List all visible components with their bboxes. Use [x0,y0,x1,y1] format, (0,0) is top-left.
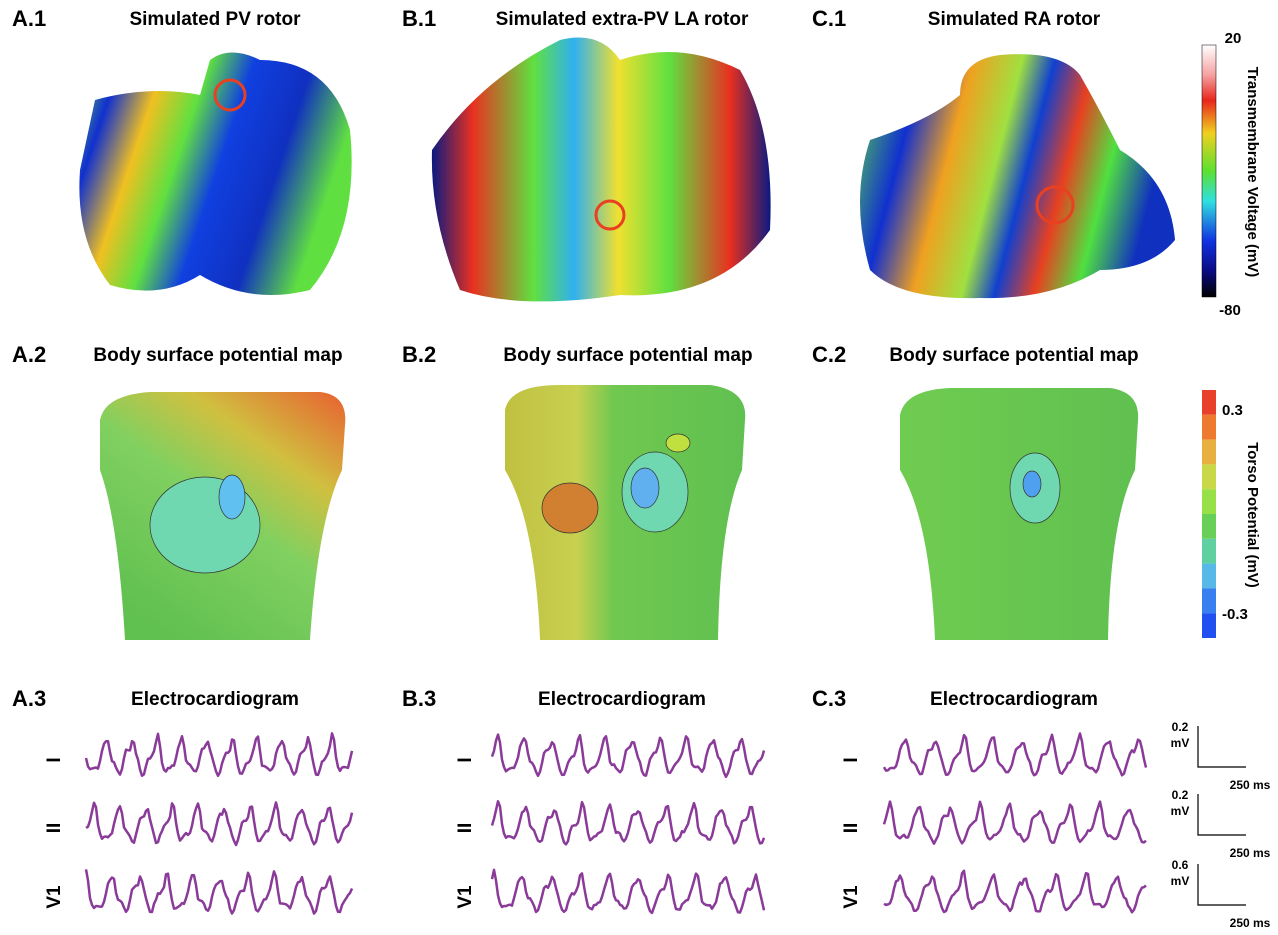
colorbar-step [1202,464,1216,489]
panel-title: Simulated PV rotor [129,9,301,30]
lead-label: II [455,823,476,834]
colorbar-tick: -0.3 [1222,606,1248,623]
scale-time: 250 ms [1230,916,1271,930]
scale-bar [1198,726,1246,767]
panel-label: C.1 [812,6,846,31]
lead-label: I [455,757,476,762]
lead-label: II [841,823,862,834]
scale-bar [1198,794,1246,835]
colorbar-max: 20 [1225,30,1242,47]
torso-render-b [505,385,745,640]
scale-amplitude: 0.2 [1172,720,1189,734]
ecg-trace [492,870,764,913]
lead-label: I [44,757,65,762]
ecg-trace [86,802,352,845]
ecg-trace [492,801,764,844]
colorbar-step [1202,489,1216,514]
heart-render-a [79,53,351,296]
scale-unit: mV [1171,874,1190,888]
panel-title: Electrocardiogram [538,689,706,710]
panel-label: A.2 [12,342,46,367]
panel-title: Electrocardiogram [131,689,299,710]
scale-amplitude: 0.2 [1172,788,1189,802]
panel-title: Body surface potential map [503,345,752,366]
heart-render-c [860,54,1175,298]
ecg-trace [884,734,1146,776]
scale-time: 250 ms [1230,778,1271,792]
panel-label: B.2 [402,342,436,367]
panel-label: B.1 [402,6,436,31]
panel-label: B.3 [402,686,436,711]
panel-label: C.3 [812,686,846,711]
torso-render-c [900,388,1138,640]
lead-label: V1 [44,885,65,909]
ecg-trace [86,733,352,775]
scale-amplitude: 0.6 [1172,858,1189,872]
panel-label: A.3 [12,686,46,711]
lead-label: I [841,757,862,762]
colorbar-step [1202,588,1216,613]
torso-colorbar [1202,390,1216,638]
panel-title: Body surface potential map [889,345,1138,366]
colorbar-label: Transmembrane Voltage (mV) [1244,67,1261,278]
colorbar-label: Torso Potential (mV) [1244,442,1261,588]
colorbar-min: -80 [1219,302,1241,319]
torso-render-a [100,392,345,640]
panel-label: A.1 [12,6,46,31]
colorbar-step [1202,564,1216,589]
lead-label: II [44,823,65,834]
figure: 20 -80 Transmembrane Voltage (mV) 0.3 -0… [0,0,1278,935]
scale-unit: mV [1171,736,1190,750]
lead-label: V1 [841,885,862,909]
scale-time: 250 ms [1230,846,1271,860]
colorbar-step [1202,613,1216,638]
colorbar-step [1202,440,1216,465]
panel-title: Simulated RA rotor [928,9,1101,30]
scale-unit: mV [1171,804,1190,818]
ecg-trace [492,735,764,777]
voltage-colorbar [1202,45,1216,297]
ecg-trace [86,869,352,913]
scale-bar [1198,864,1246,905]
lead-label: V1 [455,885,476,909]
ecg-trace [884,871,1146,913]
heart-render-b [432,38,771,302]
panel-label: C.2 [812,342,846,367]
panel-title: Body surface potential map [93,345,342,366]
ecg-trace [884,802,1146,844]
colorbar-step [1202,514,1216,539]
panel-title: Electrocardiogram [930,689,1098,710]
colorbar-step [1202,539,1216,564]
colorbar-step [1202,415,1216,440]
panel-title: Simulated extra-PV LA rotor [496,9,749,30]
colorbar-step [1202,390,1216,415]
colorbar-tick: 0.3 [1222,402,1243,419]
